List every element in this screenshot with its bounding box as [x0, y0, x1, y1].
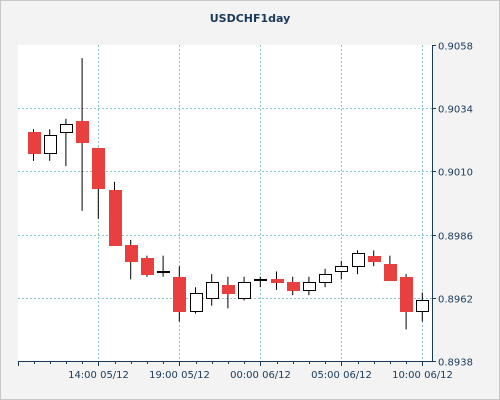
candle-down [92, 147, 105, 219]
candle-down [28, 129, 41, 161]
candle-down [271, 271, 284, 290]
candle-body [109, 190, 122, 246]
y-tick-label: 0.9010 [438, 168, 473, 179]
x-tick-label: 19:00 05/12 [149, 370, 210, 381]
candle-body [368, 256, 381, 262]
candle-up [238, 276, 251, 301]
candle-body [400, 277, 413, 312]
candle-up [319, 268, 332, 288]
candle-up [60, 118, 73, 167]
x-tick-label: 00:00 06/12 [230, 370, 291, 381]
candle-down [400, 274, 413, 330]
candle-up [303, 276, 316, 296]
y-tick-label: 0.8986 [438, 232, 473, 243]
candle-down [141, 255, 154, 277]
candle-body [28, 132, 41, 154]
candle-down [125, 239, 138, 280]
candle-down [384, 255, 397, 281]
candle-body [60, 124, 73, 133]
candle-down [222, 276, 235, 309]
chart-title: USDCHF1day [210, 12, 291, 25]
y-tick-label: 0.8938 [438, 358, 473, 369]
candle-body [125, 245, 138, 262]
candle-body [335, 266, 348, 272]
candle-down [287, 276, 300, 296]
candle-body [254, 279, 267, 281]
x-tick-label: 10:00 06/12 [392, 370, 453, 381]
x-tick-label: 14:00 05/12 [68, 370, 129, 381]
y-tick-label: 0.8962 [438, 295, 473, 306]
plot-area [18, 45, 432, 361]
candle-up [190, 287, 203, 314]
x-tick-label: 05:00 06/12 [311, 370, 372, 381]
candle-body [416, 300, 429, 312]
y-tick-label: 0.9034 [438, 105, 473, 116]
candle-down [76, 58, 89, 211]
candle-body [76, 121, 89, 143]
candle-up [416, 292, 429, 322]
candle-body [238, 282, 251, 299]
x-axis-labels: 14:00 05/12 19:00 05/12 00:00 06/12 05:00 0… [68, 370, 453, 381]
candle-body [141, 258, 154, 275]
y-tick-label: 0.9058 [438, 42, 473, 53]
candle-body [173, 277, 186, 312]
candle-body [44, 135, 57, 154]
candle-body [319, 274, 332, 283]
axes [18, 45, 436, 366]
candles [28, 58, 429, 330]
candle-down [173, 266, 186, 322]
grid-lines [18, 45, 432, 361]
candle-body [206, 282, 219, 299]
candle-up [254, 276, 267, 288]
candle-down [368, 250, 381, 267]
candle-body [303, 282, 316, 291]
candle-up [157, 255, 170, 277]
candle-up [206, 274, 219, 306]
candle-body [92, 148, 105, 189]
candle-body [352, 253, 365, 267]
candle-down [109, 181, 122, 246]
candle-body [190, 293, 203, 312]
candle-up [44, 129, 57, 161]
candle-up [352, 250, 365, 275]
candle-body [222, 285, 235, 294]
candle-body [157, 271, 170, 273]
candle-up [335, 260, 348, 280]
candle-body [287, 282, 300, 291]
candle-body [271, 279, 284, 283]
y-axis-labels: 0.9058 0.9034 0.9010 0.8986 0.8962 0.8938 [438, 42, 473, 369]
candle-body [384, 264, 397, 281]
